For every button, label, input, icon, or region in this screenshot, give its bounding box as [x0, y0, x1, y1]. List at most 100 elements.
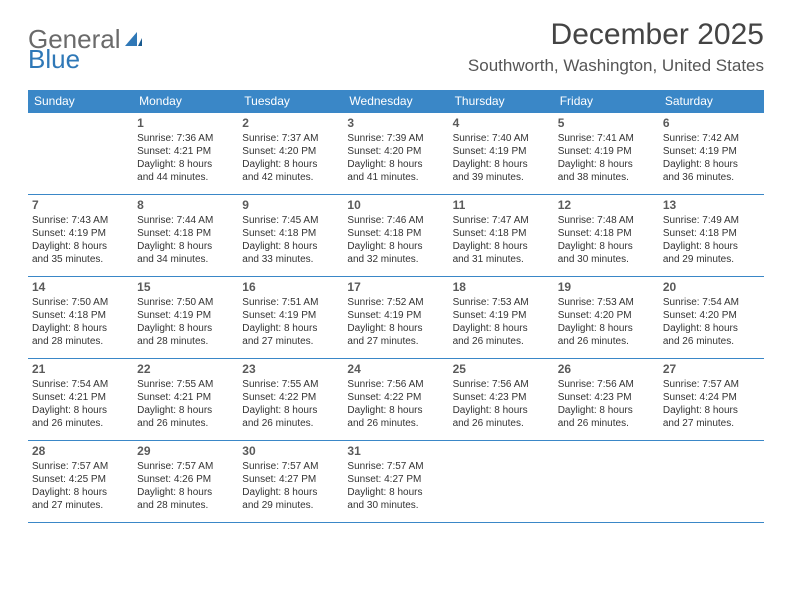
- day-number: 13: [663, 198, 760, 212]
- daylight-text: and 26 minutes.: [137, 417, 234, 430]
- sunset-text: Sunset: 4:18 PM: [242, 227, 339, 240]
- weekday-header: Friday: [554, 90, 659, 113]
- daylight-text: and 26 minutes.: [242, 417, 339, 430]
- daylight-text: and 33 minutes.: [242, 253, 339, 266]
- calendar-cell: [554, 441, 659, 523]
- daylight-text: Daylight: 8 hours: [453, 322, 550, 335]
- sunrise-text: Sunrise: 7:55 AM: [137, 378, 234, 391]
- calendar-cell: 15Sunrise: 7:50 AMSunset: 4:19 PMDayligh…: [133, 277, 238, 359]
- calendar-cell: 5Sunrise: 7:41 AMSunset: 4:19 PMDaylight…: [554, 113, 659, 195]
- daylight-text: and 36 minutes.: [663, 171, 760, 184]
- daylight-text: Daylight: 8 hours: [347, 486, 444, 499]
- calendar-row: 21 Sunrise: 7:54 AM Sunset: 4:21 PM Dayligh…: [28, 359, 764, 441]
- calendar-row: 14Sunrise: 7:50 AMSunset: 4:18 PMDayligh…: [28, 277, 764, 359]
- sunrise-text: Sunrise: 7:54 AM: [663, 296, 760, 309]
- sunrise-text: Sunrise: 7:57 AM: [347, 460, 444, 473]
- sunset-text: Sunset: 4:21 PM: [137, 391, 234, 404]
- daylight-text: Daylight: 8 hours: [347, 322, 444, 335]
- sunset-text: Sunset: 4:18 PM: [347, 227, 444, 240]
- weekday-header: Monday: [133, 90, 238, 113]
- day-number: 29: [137, 444, 234, 458]
- calendar-cell: 16Sunrise: 7:51 AMSunset: 4:19 PMDayligh…: [238, 277, 343, 359]
- daylight-text: Daylight: 8 hours: [558, 322, 655, 335]
- day-number: 3: [347, 116, 444, 130]
- day-number: 5: [558, 116, 655, 130]
- sunrise-text: Sunrise: 7:42 AM: [663, 132, 760, 145]
- daylight-text: and 26 minutes.: [558, 335, 655, 348]
- daylight-text: Daylight: 8 hours: [558, 404, 655, 417]
- day-number: 8: [137, 198, 234, 212]
- day-number: 11: [453, 198, 550, 212]
- sunset-text: Sunset: 4:19 PM: [453, 309, 550, 322]
- calendar-cell: [28, 113, 133, 195]
- daylight-text: and 28 minutes.: [137, 335, 234, 348]
- sunrise-text: Sunrise: 7:49 AM: [663, 214, 760, 227]
- day-number: 24: [347, 362, 444, 376]
- sail-icon: [121, 24, 143, 55]
- sunrise-text: Sunrise: 7:50 AM: [137, 296, 234, 309]
- sunset-text: Sunset: 4:20 PM: [558, 309, 655, 322]
- day-number: 21: [32, 362, 129, 376]
- sunset-text: Sunset: 4:20 PM: [663, 309, 760, 322]
- calendar-cell: 20Sunrise: 7:54 AMSunset: 4:20 PMDayligh…: [659, 277, 764, 359]
- daylight-text: and 39 minutes.: [453, 171, 550, 184]
- location-subtitle: Southworth, Washington, United States: [468, 56, 764, 76]
- daylight-text: and 31 minutes.: [453, 253, 550, 266]
- day-number: 12: [558, 198, 655, 212]
- calendar-body: 1Sunrise: 7:36 AMSunset: 4:21 PMDaylight…: [28, 113, 764, 523]
- sunset-text: Sunset: 4:19 PM: [663, 145, 760, 158]
- day-number: 20: [663, 280, 760, 294]
- calendar-cell: 22Sunrise: 7:55 AMSunset: 4:21 PMDayligh…: [133, 359, 238, 441]
- weekday-header-row: Sunday Monday Tuesday Wednesday Thursday…: [28, 90, 764, 113]
- sunset-text: Sunset: 4:19 PM: [32, 227, 129, 240]
- calendar-cell: 27Sunrise: 7:57 AMSunset: 4:24 PMDayligh…: [659, 359, 764, 441]
- daylight-text: Daylight: 8 hours: [32, 240, 129, 253]
- calendar-cell: 2Sunrise: 7:37 AMSunset: 4:20 PMDaylight…: [238, 113, 343, 195]
- daylight-text: and 34 minutes.: [137, 253, 234, 266]
- daylight-text: and 29 minutes.: [242, 499, 339, 512]
- calendar-cell: 9Sunrise: 7:45 AMSunset: 4:18 PMDaylight…: [238, 195, 343, 277]
- daylight-text: and 41 minutes.: [347, 171, 444, 184]
- daylight-text: and 28 minutes.: [137, 499, 234, 512]
- daylight-text: and 27 minutes.: [242, 335, 339, 348]
- page-title: December 2025: [468, 18, 764, 52]
- daylight-text: Daylight: 8 hours: [242, 486, 339, 499]
- calendar-cell: 28Sunrise: 7:57 AMSunset: 4:25 PMDayligh…: [28, 441, 133, 523]
- weekday-header: Sunday: [28, 90, 133, 113]
- day-number: 27: [663, 362, 760, 376]
- sunrise-text: Sunrise: 7:44 AM: [137, 214, 234, 227]
- sunset-text: Sunset: 4:22 PM: [347, 391, 444, 404]
- daylight-text: and 30 minutes.: [347, 499, 444, 512]
- day-number: 6: [663, 116, 760, 130]
- sunrise-text: Sunrise: 7:54 AM: [32, 378, 129, 391]
- sunset-text: Sunset: 4:19 PM: [137, 309, 234, 322]
- day-number: 16: [242, 280, 339, 294]
- daylight-text: Daylight: 8 hours: [32, 322, 129, 335]
- calendar-cell: 17Sunrise: 7:52 AMSunset: 4:19 PMDayligh…: [343, 277, 448, 359]
- sunset-text: Sunset: 4:19 PM: [558, 145, 655, 158]
- daylight-text: and 30 minutes.: [558, 253, 655, 266]
- sunrise-text: Sunrise: 7:41 AM: [558, 132, 655, 145]
- daylight-text: and 26 minutes.: [558, 417, 655, 430]
- sunset-text: Sunset: 4:27 PM: [347, 473, 444, 486]
- day-number: 31: [347, 444, 444, 458]
- sunrise-text: Sunrise: 7:56 AM: [453, 378, 550, 391]
- calendar-cell: 12Sunrise: 7:48 AMSunset: 4:18 PMDayligh…: [554, 195, 659, 277]
- sunrise-text: Sunrise: 7:50 AM: [32, 296, 129, 309]
- calendar-cell: 23Sunrise: 7:55 AMSunset: 4:22 PMDayligh…: [238, 359, 343, 441]
- calendar-row: 28Sunrise: 7:57 AMSunset: 4:25 PMDayligh…: [28, 441, 764, 523]
- sunset-text: Sunset: 4:25 PM: [32, 473, 129, 486]
- sunrise-text: Sunrise: 7:57 AM: [137, 460, 234, 473]
- sunset-text: Sunset: 4:18 PM: [453, 227, 550, 240]
- daylight-text: Daylight: 8 hours: [663, 158, 760, 171]
- calendar-cell: 19Sunrise: 7:53 AMSunset: 4:20 PMDayligh…: [554, 277, 659, 359]
- header: General December 2025 Southworth, Washin…: [28, 18, 764, 76]
- calendar-cell: 21Sunrise: 7:54 AMSunset: 4:21 PMDayligh…: [28, 359, 133, 441]
- calendar-cell: 26Sunrise: 7:56 AMSunset: 4:23 PMDayligh…: [554, 359, 659, 441]
- calendar-table: Sunday Monday Tuesday Wednesday Thursday…: [28, 90, 764, 523]
- calendar-cell: 8Sunrise: 7:44 AMSunset: 4:18 PMDaylight…: [133, 195, 238, 277]
- sunrise-text: Sunrise: 7:48 AM: [558, 214, 655, 227]
- sunrise-text: Sunrise: 7:46 AM: [347, 214, 444, 227]
- sunset-text: Sunset: 4:20 PM: [242, 145, 339, 158]
- sunset-text: Sunset: 4:26 PM: [137, 473, 234, 486]
